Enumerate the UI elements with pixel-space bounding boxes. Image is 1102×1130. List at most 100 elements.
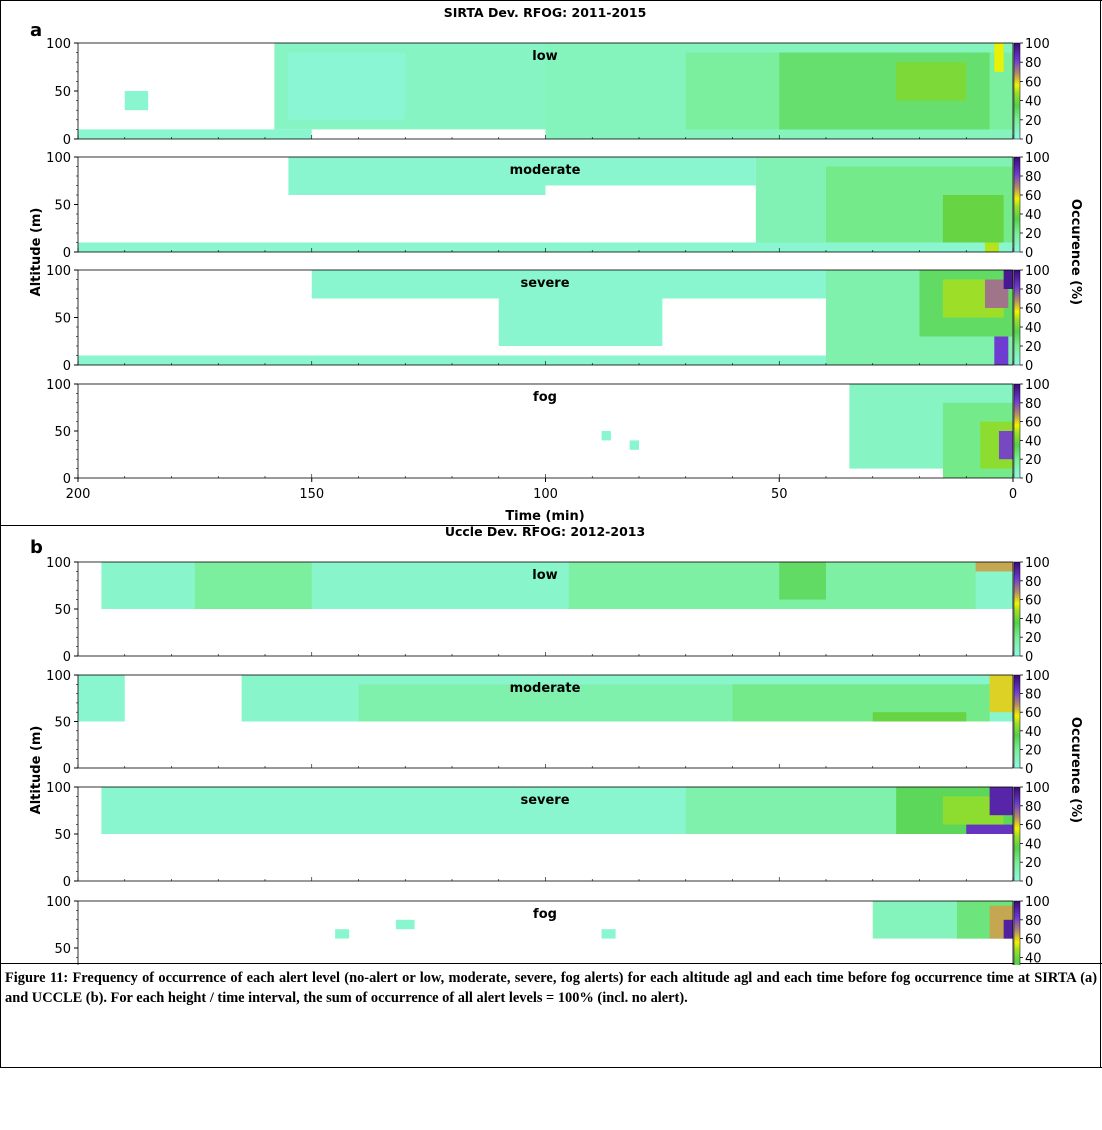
panel-letter: b [30, 537, 43, 558]
y-tick-label: 50 [54, 425, 71, 440]
heatmap-cell [994, 43, 1004, 72]
y-tick-label: 0 [63, 472, 71, 487]
x-tick-label: 100 [533, 487, 558, 502]
x-tick-label: 50 [771, 487, 788, 502]
colorbar-tick-label: 0 [1025, 762, 1033, 777]
y-tick-label: 0 [63, 359, 71, 374]
heatmap-cell [498, 298, 663, 346]
panel-name: severe [520, 276, 569, 291]
colorbar-tick-label: 40 [1025, 434, 1042, 449]
heatmap-cell [1003, 919, 1013, 939]
colorbar-tick-label: 0 [1025, 246, 1033, 261]
x-tick-label: 150 [299, 487, 324, 502]
y-tick-label: 100 [46, 37, 71, 52]
heatmap-cell [335, 929, 350, 939]
y-tick-label: 100 [46, 781, 71, 796]
y-tick-label: 0 [63, 133, 71, 148]
y-tick-label: 50 [54, 312, 71, 327]
heatmap-cell [998, 431, 1013, 460]
panel-name: moderate [510, 163, 581, 178]
colorbar-tick-label: 80 [1025, 800, 1042, 815]
colorbar-tick-label: 80 [1025, 575, 1042, 590]
heatmap-cell [78, 355, 826, 365]
colorbar-tick-label: 80 [1025, 914, 1042, 929]
colorbar-tick-label: 100 [1025, 37, 1050, 52]
colorbar-tick-label: 80 [1025, 397, 1042, 412]
panel-name: fog [533, 390, 557, 405]
heatmap-cell [629, 440, 639, 450]
section-divider [0, 525, 535, 526]
x-tick-label: 0 [1009, 487, 1017, 502]
chart-title: SIRTA Dev. RFOG: 2011-2015 [444, 5, 647, 20]
y-tick-label: 0 [63, 650, 71, 665]
colorbar-tick-label: 100 [1025, 556, 1050, 571]
colorbar-tick-label: 100 [1025, 895, 1050, 910]
colorbar-tick-label: 40 [1025, 725, 1042, 740]
y-tick-label: 50 [54, 199, 71, 214]
colorbar-tick-label: 20 [1025, 631, 1042, 646]
colorbar-tick-label: 100 [1025, 669, 1050, 684]
heatmap-cell [989, 787, 1013, 816]
colorbar [1013, 561, 1021, 657]
colorbar-tick-label: 60 [1025, 819, 1042, 834]
colorbar-tick-label: 40 [1025, 612, 1042, 627]
y-tick-label: 0 [63, 762, 71, 777]
colorbar-tick-label: 20 [1025, 227, 1042, 242]
colorbar-tick-label: 100 [1025, 781, 1050, 796]
heatmap-cell [975, 562, 1013, 572]
colorbar-tick-label: 40 [1025, 95, 1042, 110]
heatmap-cell [545, 157, 756, 186]
y-tick-label: 100 [46, 264, 71, 279]
colorbar-tick-label: 100 [1025, 151, 1050, 166]
colorbar-label: Occurence (%) [1068, 717, 1083, 823]
heatmap-cell [78, 675, 125, 722]
figure-caption: Figure 11: Frequency of occurrence of ea… [5, 970, 1097, 1006]
y-tick-label: 50 [54, 828, 71, 843]
heatmap-cell [989, 675, 1013, 713]
heatmap-cell [395, 919, 415, 930]
colorbar-label: Occurence (%) [1068, 199, 1083, 305]
heatmap-cell [984, 242, 999, 252]
y-axis-label: Altitude (m) [29, 208, 44, 297]
colorbar [1013, 674, 1021, 769]
y-axis-label: Altitude (m) [29, 726, 44, 815]
caption-divider [0, 963, 1102, 964]
colorbar-tick-label: 60 [1025, 706, 1042, 721]
bottom-border [0, 1067, 1102, 1068]
panel-name: fog [533, 907, 557, 922]
figure-frame [0, 0, 1101, 1068]
top-border [0, 0, 1102, 1]
heatmap-cell [194, 562, 312, 609]
colorbar [1013, 900, 1021, 965]
heatmap-cell [124, 91, 149, 111]
panel-name: moderate [510, 681, 581, 696]
heatmap-cell [601, 431, 611, 441]
y-tick-label: 0 [63, 875, 71, 890]
figure-svg: a SIRTA Dev. RFOG: 2011-2015 low 0 50 100 0 20 4… [29, 5, 1083, 965]
panel-letter: a [30, 20, 42, 41]
colorbar-tick-label: 60 [1025, 302, 1042, 317]
colorbar [1013, 42, 1021, 140]
colorbar-tick-label: 60 [1025, 933, 1042, 948]
chart-title: Uccle Dev. RFOG: 2012-2013 [445, 524, 645, 539]
colorbar-tick-label: 60 [1025, 189, 1042, 204]
colorbar-tick-label: 100 [1025, 378, 1050, 393]
y-tick-label: 0 [63, 246, 71, 261]
colorbar-tick-label: 0 [1025, 133, 1033, 148]
colorbar-tick-label: 0 [1025, 875, 1033, 890]
y-tick-label: 100 [46, 151, 71, 166]
colorbar-tick-label: 20 [1025, 340, 1042, 355]
colorbar-tick-label: 40 [1025, 951, 1042, 965]
heatmap-cell [78, 129, 312, 139]
heatmap-cell [601, 929, 616, 939]
x-tick-label: 200 [66, 487, 91, 502]
panel-name: severe [520, 793, 569, 808]
colorbar-tick-label: 40 [1025, 208, 1042, 223]
colorbar-tick-label: 80 [1025, 170, 1042, 185]
y-tick-label: 50 [54, 603, 71, 618]
y-tick-label: 50 [54, 716, 71, 731]
colorbar-tick-label: 20 [1025, 743, 1042, 758]
y-tick-label: 100 [46, 895, 71, 910]
colorbar [1013, 269, 1021, 366]
colorbar-tick-label: 0 [1025, 650, 1033, 665]
